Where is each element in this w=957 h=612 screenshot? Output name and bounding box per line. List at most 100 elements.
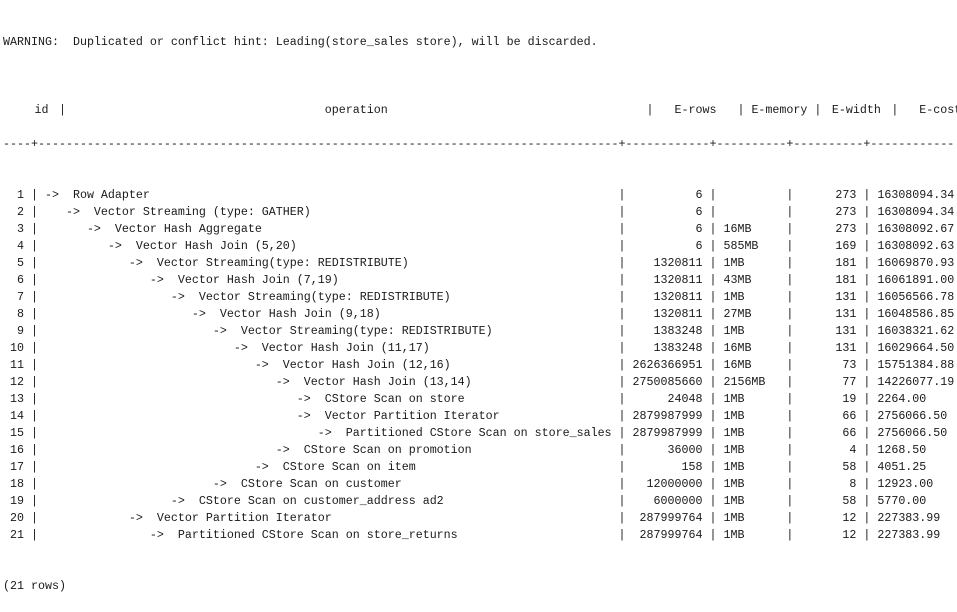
column-separator: | [51,103,73,117]
column-separator: | [779,409,801,423]
cell-operation: -> Row Adapter [44,188,150,202]
column-separator: | [611,426,633,440]
column-separator: | [23,392,45,406]
cell-id: 16 [9,443,24,457]
column-separator: | [779,477,801,491]
column-separator: | [611,205,633,219]
cell-e-width: 77 [842,375,857,389]
cell-operation: -> CStore Scan on customer [44,477,402,491]
column-separator: | [611,290,633,304]
cell-e-width: 273 [835,188,857,202]
cell-operation: -> Partitioned CStore Scan on store_sale… [44,426,612,440]
column-separator: | [856,409,878,423]
table-row: 1 | -> Row Adapter | 6 | | 273 | 1630809… [3,187,957,204]
cell-e-width: 273 [835,205,857,219]
column-separator: | [702,256,724,270]
cell-e-width: 131 [835,324,857,338]
column-separator: | [856,273,878,287]
column-separator: | [779,290,801,304]
table-row: 2 | -> Vector Streaming (type: GATHER) |… [3,204,957,221]
column-separator: | [856,511,878,525]
column-separator: | [702,307,724,321]
cell-operation: -> Vector Partition Iterator [44,511,332,525]
column-separator: | [23,511,45,525]
column-separator: | [807,103,829,117]
column-separator: | [611,307,633,321]
cell-e-memory: 2156MB [723,375,766,389]
cell-e-costs: 2756066.50 [877,426,948,440]
column-separator: | [23,477,45,491]
cell-operation: -> Vector Partition Iterator [44,409,500,423]
column-separator: | [702,477,724,491]
column-separator: | [23,409,45,423]
cell-e-rows: 1320811 [653,273,703,287]
cell-e-rows: 6 [695,222,703,236]
table-row: 8 | -> Vector Hash Join (9,18) | 1320811… [3,306,957,323]
cell-id: 2 [16,205,24,219]
cell-e-rows: 1320811 [653,307,703,321]
cell-e-width: 4 [849,443,857,457]
column-separator: | [779,222,801,236]
column-separator: | [856,290,878,304]
column-separator: | [23,273,45,287]
column-separator: | [23,528,45,542]
cell-e-rows: 6 [695,205,703,219]
table-row: 21 | -> Partitioned CStore Scan on store… [3,527,957,544]
cell-e-width: 169 [835,239,857,253]
cell-id: 6 [16,273,24,287]
table-row: 20 | -> Vector Partition Iterator | 2879… [3,510,957,527]
column-separator: | [611,460,633,474]
cell-operation: -> Vector Streaming(type: REDISTRIBUTE) [44,324,493,338]
column-separator: | [702,222,724,236]
column-separator: | [856,341,878,355]
cell-e-costs: 16308094.34 [877,205,955,219]
cell-id: 5 [16,256,24,270]
cell-e-rows: 36000 [667,443,703,457]
cell-e-costs: 16308092.63 [877,239,955,253]
cell-e-memory: 1MB [723,290,745,304]
column-separator: | [23,290,45,304]
cell-operation: -> CStore Scan on promotion [44,443,472,457]
column-separator: | [23,375,45,389]
cell-e-memory: 1MB [723,460,745,474]
cell-e-memory: 1MB [723,511,745,525]
cell-e-costs: 12923.00 [877,477,934,491]
cell-operation: -> Vector Hash Join (13,14) [44,375,472,389]
cell-e-rows: 2750085660 [632,375,703,389]
column-separator: | [779,205,801,219]
column-separator: | [779,324,801,338]
cell-id: 10 [9,341,24,355]
column-separator: | [611,528,633,542]
cell-e-rows: 6 [695,188,703,202]
cell-e-memory: 1MB [723,256,745,270]
cell-operation: -> Vector Hash Join (9,18) [44,307,381,321]
column-separator: | [23,426,45,440]
cell-e-memory: 1MB [723,494,745,508]
table-row: 15 | -> Partitioned CStore Scan on store… [3,425,957,442]
column-separator: | [611,188,633,202]
column-separator: | [702,443,724,457]
column-separator: | [23,205,45,219]
cell-operation: -> Vector Hash Join (5,20) [44,239,297,253]
cell-e-memory: 1MB [723,392,745,406]
cell-e-width: 58 [842,460,857,474]
header-id: id [34,103,49,117]
cell-e-memory: 1MB [723,426,745,440]
column-separator: | [23,307,45,321]
cell-e-rows: 24048 [667,392,703,406]
table-row: 5 | -> Vector Streaming(type: REDISTRIBU… [3,255,957,272]
cell-e-memory: 16MB [723,222,752,236]
table-row: 6 | -> Vector Hash Join (7,19) | 1320811… [3,272,957,289]
column-separator: | [779,528,801,542]
column-separator: | [23,358,45,372]
cell-e-costs: 16069870.93 [877,256,955,270]
column-separator: | [856,188,878,202]
cell-operation: -> CStore Scan on item [44,460,416,474]
cell-e-rows: 6 [695,239,703,253]
cell-e-costs: 5770.00 [877,494,927,508]
cell-e-width: 73 [842,358,857,372]
column-separator: | [702,460,724,474]
cell-e-width: 66 [842,409,857,423]
column-separator: | [702,239,724,253]
table-row: 19 | -> CStore Scan on customer_address … [3,493,957,510]
